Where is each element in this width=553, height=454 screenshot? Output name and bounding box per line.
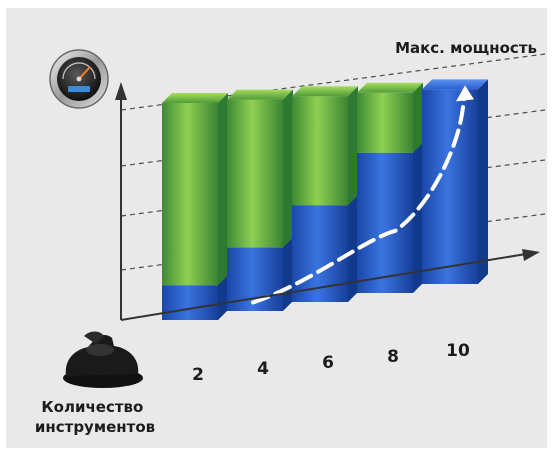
bar-group	[162, 93, 228, 320]
sander-tool-icon	[63, 331, 143, 388]
bar-side-green	[283, 89, 293, 248]
x-tick-label: 8	[387, 347, 399, 367]
bar-top	[357, 82, 423, 93]
bar-segment-green	[292, 96, 348, 206]
chart-title: Макс. мощность	[395, 39, 537, 57]
bar-side-green	[348, 86, 358, 206]
x-tick-label: 2	[192, 365, 204, 385]
axes	[115, 82, 540, 321]
bar-side-green	[413, 82, 423, 153]
bar-group	[357, 82, 423, 293]
x-tick-label: 10	[446, 341, 470, 361]
x-axis-label: Количество инструментов	[35, 398, 155, 436]
bar-top	[422, 79, 488, 90]
bar-segment-green	[162, 103, 218, 286]
x-axis	[120, 253, 527, 321]
power-growth-curve	[251, 85, 474, 305]
y-axis-arrow	[115, 82, 127, 100]
bar-top	[162, 93, 228, 103]
bar-group	[227, 89, 293, 311]
power-gauge-icon	[49, 49, 109, 109]
x-tick-labels: 2 4 6 8 10	[192, 341, 470, 385]
bar-side	[478, 79, 488, 285]
bars	[162, 79, 488, 320]
bar-segment-green	[227, 99, 283, 248]
x-tick-label: 6	[322, 353, 334, 373]
bar-side-green	[218, 93, 228, 286]
bar-group	[422, 79, 488, 285]
x-tick-label: 4	[257, 359, 269, 379]
bar-group	[292, 86, 358, 302]
bar-segment-blue	[292, 205, 348, 302]
bar-top	[227, 89, 293, 100]
bar-segment-blue	[162, 285, 218, 320]
bar-top	[292, 86, 358, 97]
bar-segment-green	[357, 92, 413, 153]
x-axis-arrow	[522, 249, 540, 261]
bar-segment-blue	[422, 89, 478, 285]
